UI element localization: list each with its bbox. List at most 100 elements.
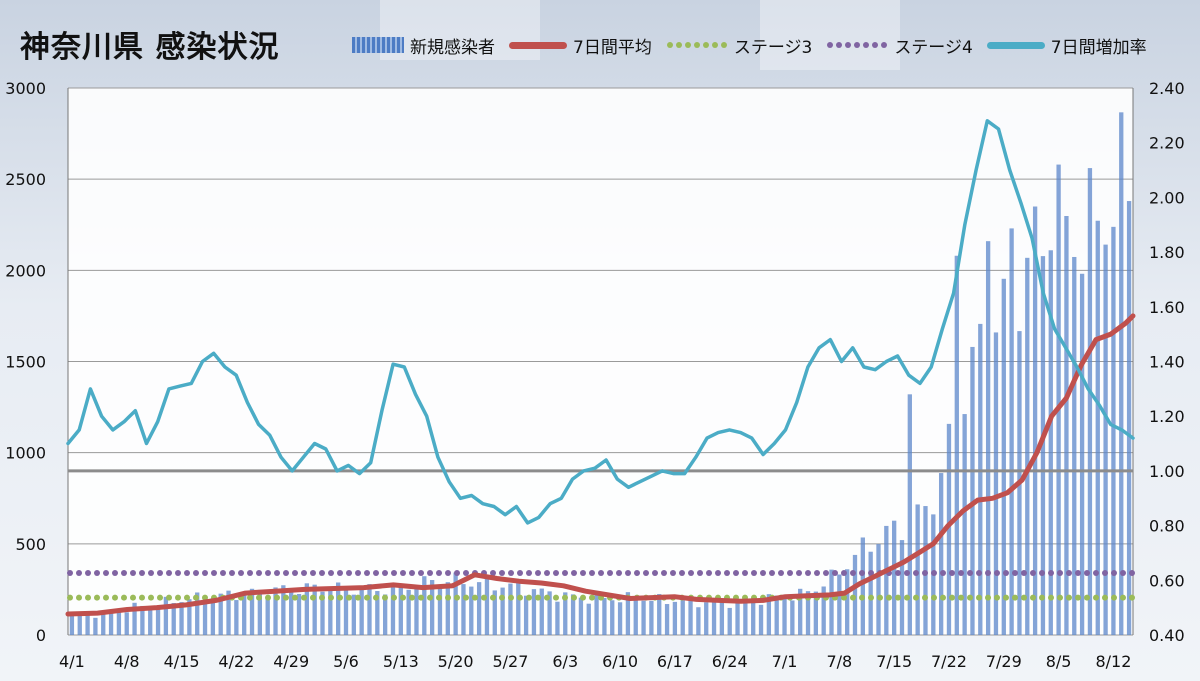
stage3-dot <box>283 594 289 601</box>
x-tick-label: 7/1 <box>772 652 798 671</box>
bar <box>171 603 176 635</box>
stage3-dot <box>337 594 343 601</box>
stage4-dot <box>211 570 217 577</box>
stage4-dot <box>841 570 847 577</box>
bar <box>500 587 505 635</box>
bar <box>876 544 881 635</box>
stage3-dot <box>67 594 73 601</box>
stage3-dot <box>526 594 532 601</box>
stage4-dot <box>454 570 460 577</box>
stage3-dot <box>553 594 559 601</box>
bar <box>610 600 615 635</box>
stage3-dot <box>904 594 910 601</box>
x-tick-label: 7/8 <box>826 652 852 671</box>
bar <box>273 587 278 635</box>
stage3-dot <box>202 594 208 601</box>
stage3-dot <box>886 594 892 601</box>
bar <box>978 323 983 635</box>
stage3-dot <box>1075 594 1081 601</box>
stage3-dot <box>130 594 136 601</box>
stage4-dot <box>490 570 496 577</box>
stage4-dot <box>265 570 271 577</box>
bar <box>602 598 607 635</box>
stage3-dot <box>958 594 964 601</box>
x-tick-label: 8/12 <box>1095 652 1131 671</box>
stage3-dot <box>103 594 109 601</box>
bar <box>1032 206 1038 635</box>
bar <box>641 600 646 635</box>
bar <box>758 604 764 635</box>
bar <box>868 551 873 635</box>
stage3-dot <box>589 594 595 601</box>
y2-tick-label: 0.80 <box>1149 517 1185 536</box>
stage4-dot <box>436 570 442 577</box>
stage3-dot <box>841 594 847 601</box>
stage4-dot <box>1012 570 1018 577</box>
stage4-dot <box>1120 570 1126 577</box>
bar <box>304 583 309 635</box>
stage3-dot <box>139 594 145 601</box>
stage4-dot <box>931 570 937 577</box>
bar <box>69 615 75 635</box>
stage4-dot <box>643 570 649 577</box>
stage3-dot <box>967 594 973 601</box>
stage4-dot <box>850 570 856 577</box>
bar <box>289 590 294 635</box>
bar <box>132 602 137 635</box>
bar <box>1025 257 1030 635</box>
bar <box>1072 256 1077 635</box>
stage4-dot <box>1075 570 1081 577</box>
stage4-dot <box>823 570 829 577</box>
stage3-dot <box>310 594 316 601</box>
stage4-dot <box>751 570 757 577</box>
stage4-dot <box>940 570 946 577</box>
stage4-dot <box>1057 570 1063 577</box>
bar <box>1079 273 1085 635</box>
bar <box>1087 168 1093 635</box>
line-growth7 <box>66 119 1135 525</box>
bar <box>962 414 967 635</box>
stage3-dot <box>994 594 1000 601</box>
bar <box>1040 256 1046 635</box>
y2-tick-label: 2.40 <box>1149 79 1185 98</box>
stage4-dot <box>949 570 955 577</box>
stage4-dot <box>652 570 658 577</box>
stage4-dot <box>1003 570 1009 577</box>
stage4-dot <box>463 570 469 577</box>
bar <box>469 586 474 635</box>
bar <box>1119 112 1124 635</box>
bar <box>884 525 889 635</box>
stage3-dot <box>256 594 262 601</box>
legend-item-avg7: 7日間平均 <box>509 33 652 58</box>
bar <box>1095 220 1100 636</box>
bar <box>398 583 403 635</box>
bar <box>155 606 161 635</box>
bar <box>743 598 748 635</box>
stage3-dot <box>319 594 325 601</box>
stage4-dot <box>895 570 901 577</box>
stage3-dot <box>562 594 568 601</box>
stage4-dot <box>292 570 298 577</box>
bar <box>821 586 826 635</box>
x-tick-label: 7/22 <box>931 652 967 671</box>
bar <box>735 599 740 635</box>
stage4-dot <box>1048 570 1054 577</box>
stage3-dot <box>1129 594 1135 601</box>
bar <box>539 588 544 635</box>
bar <box>359 589 364 635</box>
stage4-dot <box>688 570 694 577</box>
stage3-dot <box>1039 594 1045 601</box>
stage4-dot <box>328 570 334 577</box>
bar <box>570 594 576 635</box>
stage4-dot <box>274 570 280 577</box>
bar <box>845 569 850 635</box>
stage4-dot <box>364 570 370 577</box>
stage3-dot <box>346 594 352 601</box>
stage4-dot <box>715 570 721 577</box>
stage3-dot <box>121 594 127 601</box>
bar <box>586 603 591 635</box>
stage4-dot <box>76 570 82 577</box>
stage4-dot <box>967 570 973 577</box>
bar <box>382 594 388 635</box>
bar <box>578 597 584 635</box>
